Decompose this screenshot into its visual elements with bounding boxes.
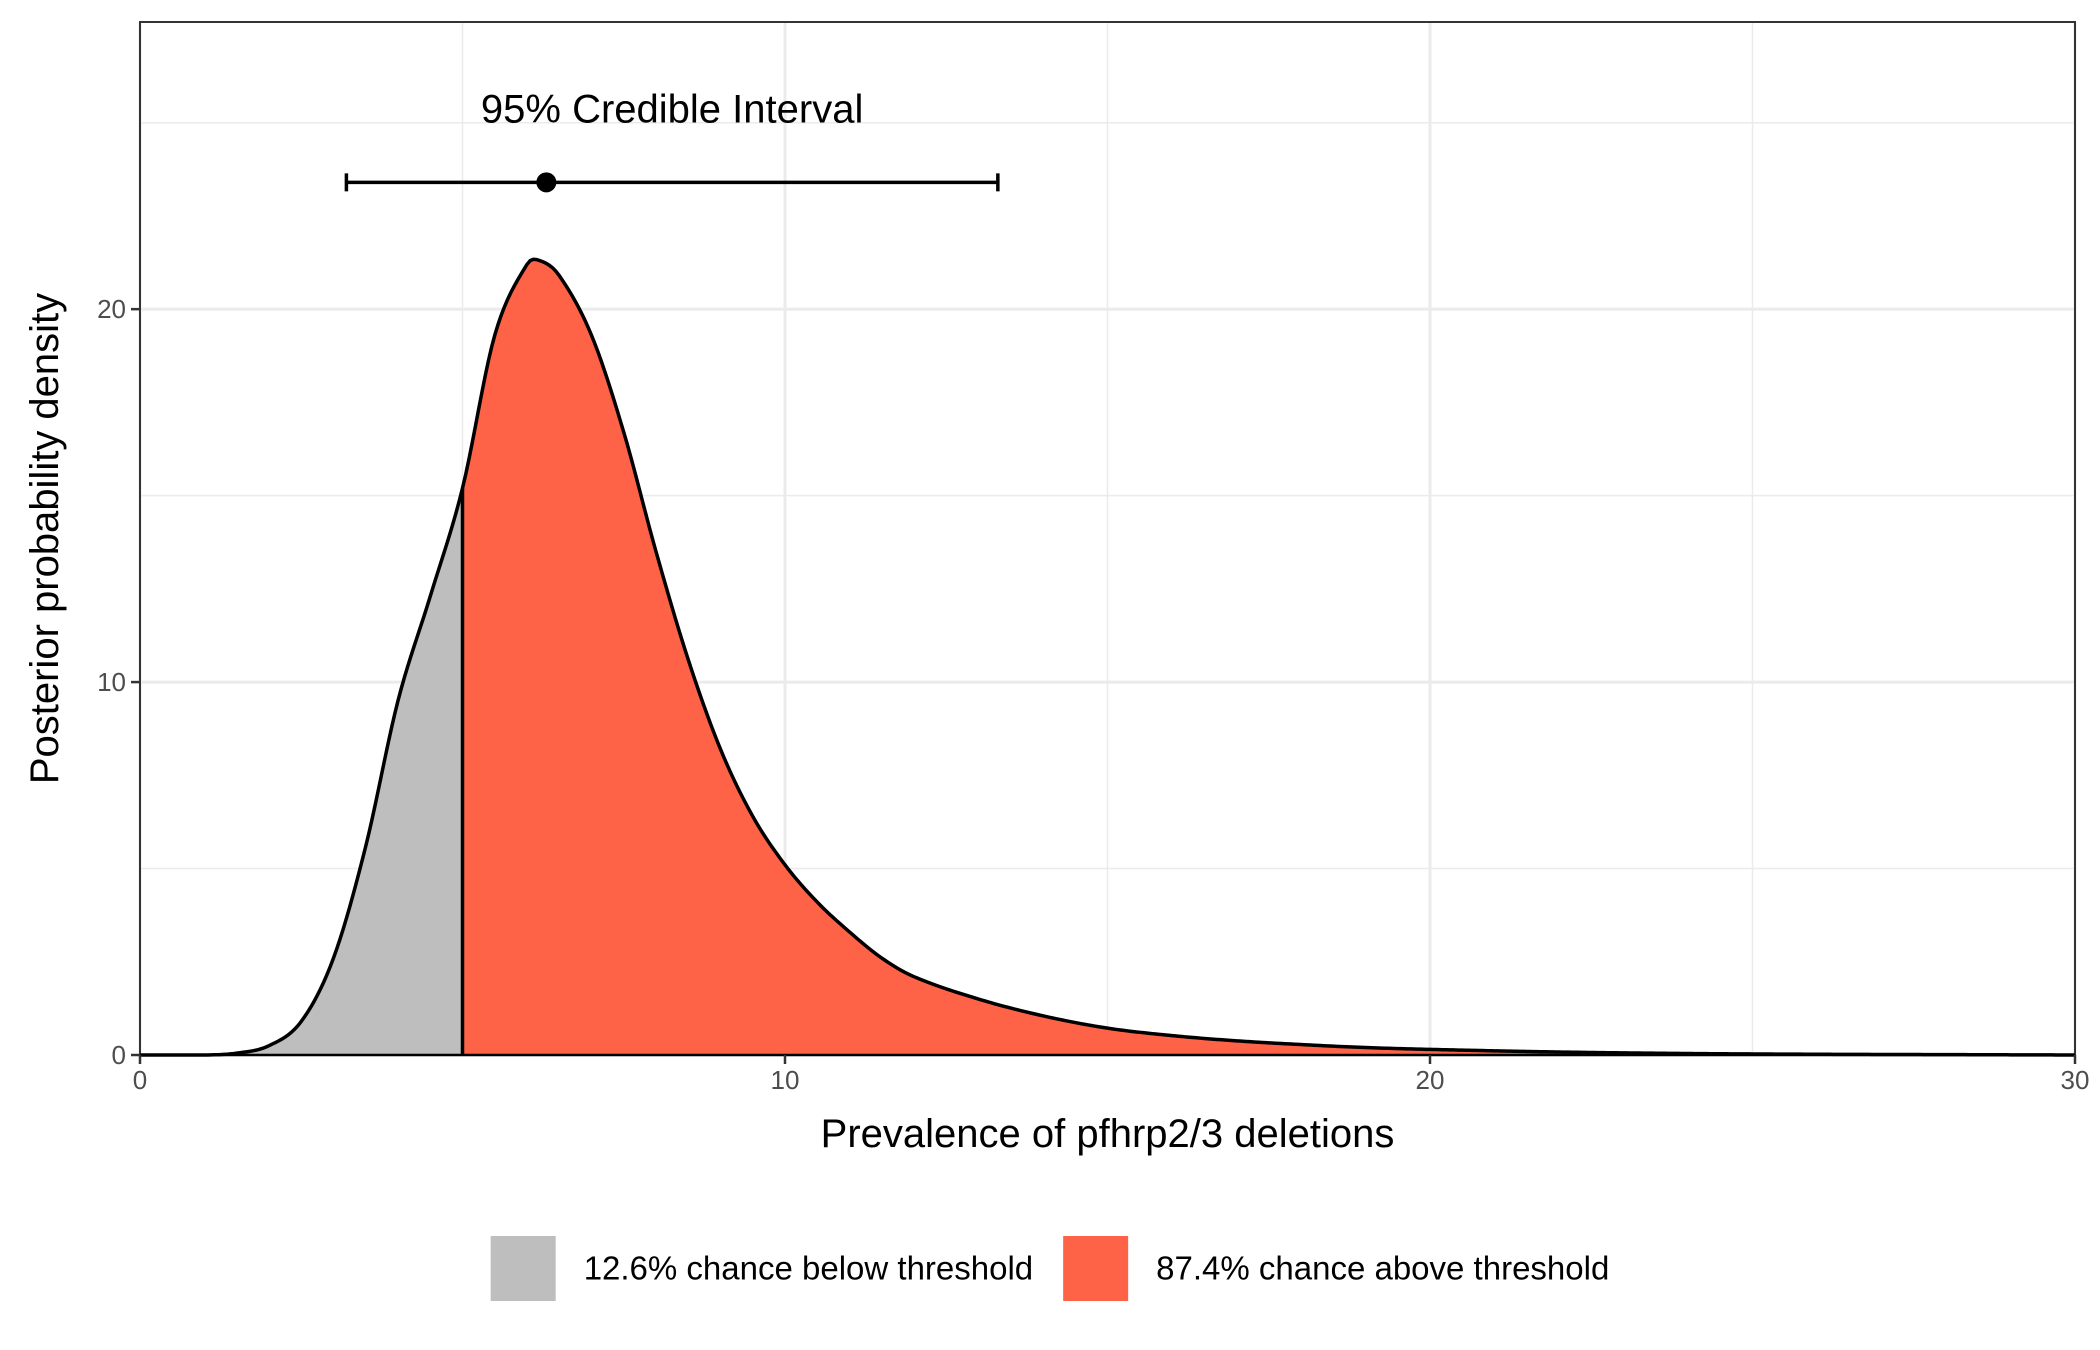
credible-interval-point [536,172,557,193]
legend-label-below: 12.6% chance below threshold [584,1250,1033,1287]
legend-label-above: 87.4% chance above threshold [1156,1250,1609,1287]
x-axis-ticks: 0 10 20 30 [133,1055,2090,1095]
area-above-threshold [462,259,2075,1055]
y-axis-ticks: 0 10 20 [97,294,140,1070]
area-below-threshold [140,488,463,1055]
y-tick-label-10: 10 [97,667,126,697]
x-tick-label-0: 0 [133,1065,147,1095]
legend: 12.6% chance below threshold 87.4% chanc… [490,1236,1609,1301]
legend-key-below [490,1236,556,1301]
density-areas [140,259,2075,1055]
x-tick-label-10: 10 [771,1065,800,1095]
x-axis-title: Prevalence of pfhrp2/3 deletions [821,1112,1395,1156]
x-tick-label-30: 30 [2061,1065,2090,1095]
credible-interval-label: 95% Credible Interval [481,87,863,131]
y-tick-label-0: 0 [112,1040,126,1070]
credible-interval: 95% Credible Interval [344,87,1000,193]
legend-key-above [1063,1236,1129,1301]
y-tick-label-20: 20 [97,294,126,324]
x-tick-label-20: 20 [1416,1065,1445,1095]
y-axis-title: Posterior probability density [23,293,67,784]
